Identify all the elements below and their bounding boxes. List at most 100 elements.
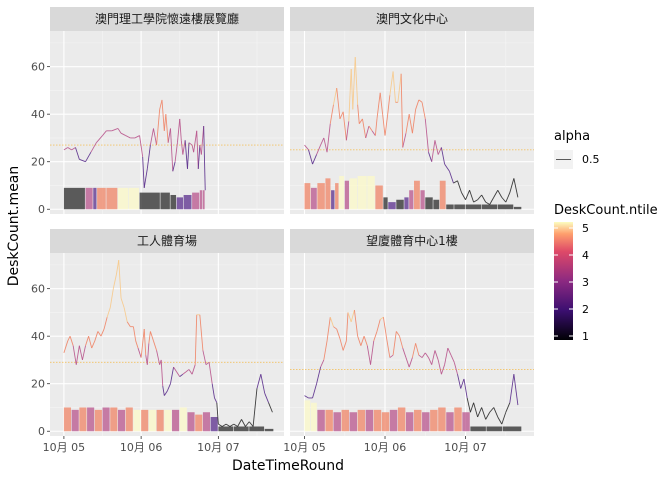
line-segment [382, 317, 388, 339]
bar [331, 190, 335, 210]
line-segment [264, 393, 269, 403]
line-segment [354, 57, 359, 105]
line-segment [79, 158, 86, 163]
line-segment [411, 109, 417, 134]
line-segment [252, 388, 258, 427]
line-segment [481, 407, 487, 420]
x-tick-label: 10月 07 [197, 441, 240, 454]
line-segment [179, 118, 182, 141]
line-segment [402, 347, 407, 358]
line-segment [421, 102, 426, 120]
bar [465, 204, 482, 210]
line-segment [347, 312, 352, 323]
line-segment [379, 316, 384, 320]
line-segment [357, 336, 362, 346]
line-segment [444, 347, 449, 365]
line-segment [172, 161, 176, 172]
line-segment [485, 201, 490, 205]
line-segment [370, 340, 375, 365]
y-tick-label: 0 [38, 203, 45, 216]
line-segment [339, 111, 344, 120]
line-segment [513, 374, 519, 406]
bar [357, 175, 367, 210]
line-segment [434, 140, 439, 155]
bar [199, 190, 203, 210]
line-segment [357, 104, 360, 124]
line-segment [63, 147, 68, 151]
line-segment [176, 118, 181, 143]
line-segment [72, 345, 77, 365]
line-segment [179, 373, 184, 377]
bar [317, 183, 325, 210]
line-segment [431, 350, 436, 365]
legend-alpha-title: alpha [554, 129, 590, 144]
line-segment [245, 421, 250, 427]
bar [325, 178, 331, 210]
bar [233, 426, 249, 432]
line-segment [453, 362, 458, 375]
line-segment [415, 343, 420, 356]
bar [170, 194, 177, 210]
legend-ntile-title: DeskCount.ntile [554, 203, 658, 218]
y-tick-label: 40 [31, 330, 45, 343]
line-segment [208, 362, 213, 384]
line-segment [389, 354, 394, 358]
line-segment [399, 336, 404, 349]
line-segment [117, 128, 122, 134]
line-segment [196, 130, 199, 169]
line-segment [513, 178, 519, 198]
bar [79, 407, 87, 432]
line-segment [191, 364, 196, 375]
bar [344, 180, 349, 210]
line-segment [481, 194, 487, 203]
bar [381, 412, 390, 432]
line-segment [463, 378, 468, 399]
line-segment [386, 338, 391, 358]
facet-title: 澳門理工學院懷遠樓展覽廳 [95, 11, 239, 26]
line-segment [408, 357, 413, 368]
line-segment [81, 345, 86, 361]
line-segment [146, 343, 150, 365]
facet-panel: 澳門文化中心 [290, 7, 534, 214]
bar [414, 180, 420, 210]
line-segment [69, 336, 74, 346]
line-segment [415, 99, 420, 110]
bar [486, 426, 502, 432]
legend-ntile: DeskCount.ntile 1 2 3 4 5 [554, 203, 658, 343]
bar [357, 409, 366, 432]
line-segment [132, 326, 137, 342]
line-segment [323, 137, 328, 153]
line-segment [148, 331, 151, 344]
line-segment [167, 128, 171, 143]
bar [325, 409, 333, 432]
line-segment [221, 423, 227, 427]
bar [420, 190, 425, 210]
line-segment [405, 114, 410, 134]
legend-ntile-ticks: 1 2 3 4 5 [554, 222, 589, 343]
line-segment [501, 412, 507, 425]
bar [102, 407, 110, 432]
bar [430, 409, 438, 432]
bar [341, 409, 349, 432]
line-segment [120, 132, 126, 136]
legend-ntile-colorbar [554, 222, 573, 340]
line-segment [163, 390, 168, 396]
y-tick-label: 60 [31, 61, 45, 74]
line-segment [336, 87, 341, 119]
line-segment [63, 340, 69, 353]
bar [383, 197, 388, 210]
line-segment [308, 149, 313, 165]
line-segment [329, 317, 334, 327]
bar [396, 199, 404, 210]
line-segment [85, 151, 92, 162]
bar [183, 194, 192, 210]
line-segment [345, 121, 350, 141]
line-segment [489, 407, 495, 413]
line-segment [501, 197, 507, 203]
line-segment [457, 374, 462, 389]
x-tick-label: 10月 05 [43, 441, 86, 454]
colorbar-tick-label: 2 [582, 303, 589, 316]
bar [117, 409, 126, 432]
line-segment [194, 314, 198, 365]
line-segment [434, 350, 439, 361]
